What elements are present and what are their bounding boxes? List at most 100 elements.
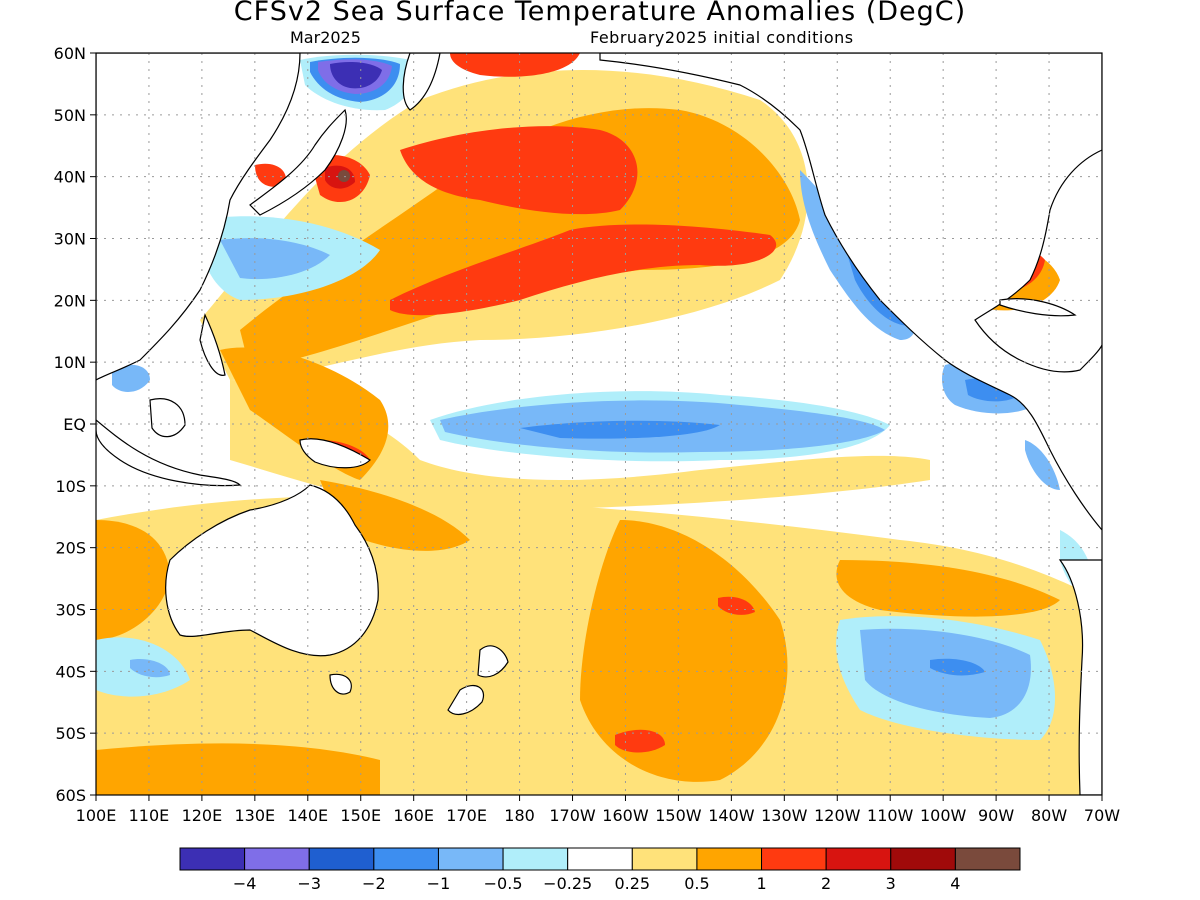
land-australia [165, 484, 379, 657]
lon-label: 100E [76, 806, 117, 825]
colorbar-swatch [890, 847, 956, 871]
longitude-axis: 100E 110E 120E 130E 140E 150E 160E 170E 180 170W 1… [76, 795, 1120, 825]
lon-label: 130E [235, 806, 276, 825]
lon-label: 80W [1031, 806, 1067, 825]
lat-label: 60N [54, 44, 86, 63]
colorbar-swatch [825, 847, 892, 871]
lat-label: 50N [54, 106, 86, 125]
colorbar-label: −3 [297, 874, 321, 893]
blue-tasman [130, 659, 170, 678]
lat-label: 10S [55, 477, 86, 496]
latitude-axis: 60N 50N 40N 30N 20N 10N EQ 10S 20S 30S 40S 50S 60S [54, 44, 96, 805]
lon-label: 110W [867, 806, 914, 825]
colorbar-swatch [179, 847, 246, 871]
blue-peru-coast [1025, 440, 1060, 490]
red-japan-sea [255, 163, 286, 187]
colorbar-swatch [567, 847, 633, 871]
colorbar-label: −2 [362, 874, 386, 893]
colorbar-label: −0.25 [543, 874, 592, 893]
land-borneo [149, 398, 186, 438]
brown-hotspot [338, 170, 350, 182]
colorbar-swatch [244, 847, 310, 871]
forecast-month: Mar2025 [290, 28, 361, 47]
colorbar-swatch [373, 847, 439, 871]
map-title: CFSv2 Sea Surface Temperature Anomalies … [233, 0, 967, 27]
colorbar-label: −1 [427, 874, 451, 893]
lon-label: 150E [340, 806, 381, 825]
orange-south-west [96, 743, 380, 795]
land-cuba [999, 298, 1077, 317]
blue-philippines [112, 364, 150, 392]
land-philippines [199, 313, 226, 376]
land-japan [249, 108, 347, 216]
coastlines [96, 53, 1102, 795]
colorbar-label: 3 [886, 874, 896, 893]
warm-zone-tropics [230, 380, 930, 510]
colorbar-legend: −4 −3 −2 −1 −0.5 −0.25 0.25 0.5 1 2 3 4 [179, 847, 1021, 893]
lat-label: 10N [54, 353, 86, 372]
land-north-america [599, 53, 1102, 531]
orange-north-pacific [240, 108, 800, 370]
colorbar-swatch [954, 847, 1021, 871]
lon-label: 150W [655, 806, 702, 825]
lat-label: 20N [54, 291, 86, 310]
lon-label: 130W [761, 806, 808, 825]
lon-label: 170W [549, 806, 596, 825]
lat-label: 50S [55, 724, 86, 743]
lon-label: 170E [446, 806, 487, 825]
blue-equatorial-core [520, 420, 720, 439]
lat-label: 20S [55, 539, 86, 558]
lon-label: 160W [602, 806, 649, 825]
colorbar-swatch [696, 847, 763, 871]
deep-purple-okhotsk [330, 62, 382, 89]
land-tasmania [329, 673, 352, 695]
land-asia-mainland [96, 53, 301, 381]
lon-label: 110E [129, 806, 170, 825]
lon-label: 180 [504, 806, 535, 825]
lon-label: 140E [287, 806, 328, 825]
colorbar-label: 4 [950, 874, 960, 893]
orange-southeast [836, 560, 1060, 617]
lat-label: 40N [54, 168, 86, 187]
lon-label: 100W [920, 806, 967, 825]
colorbar-swatch [308, 847, 375, 871]
red-south-central-1 [615, 729, 665, 753]
red-north-edge [450, 53, 580, 77]
lon-label: 90W [978, 806, 1014, 825]
lat-label: 30S [55, 601, 86, 620]
orange-south-central [580, 520, 788, 782]
land-new-guinea [299, 438, 371, 469]
colorbar-label: 2 [821, 874, 831, 893]
lon-label: 120W [814, 806, 861, 825]
lat-label: 40S [55, 662, 86, 681]
orange-australia-west [96, 520, 170, 640]
lon-label: 120E [182, 806, 223, 825]
lat-label: 60S [55, 786, 86, 805]
land-sumatra-java [96, 419, 242, 487]
lon-label: 70W [1084, 806, 1120, 825]
colorbar-label: −0.5 [484, 874, 523, 893]
land-south-america [1058, 559, 1102, 795]
initial-conditions-label: February2025 initial conditions [590, 28, 854, 47]
colorbar-swatch [761, 847, 827, 871]
land-kamchatka [402, 53, 441, 111]
colorbar-label: 0.5 [684, 874, 709, 893]
land-new-zealand-north [477, 645, 509, 678]
lon-label: 160E [393, 806, 434, 825]
colorbar-label: 0.25 [614, 874, 650, 893]
colorbar-swatch [502, 847, 569, 871]
red-south-central-2 [718, 596, 755, 615]
colorbar-swatch [437, 847, 504, 871]
blue-southeast-core [930, 658, 985, 676]
land-new-zealand-south [447, 685, 484, 716]
colorbar-swatch [631, 847, 698, 871]
red-kuroshio-extension [400, 126, 638, 215]
colorbar-label: 1 [756, 874, 766, 893]
colorbar-label: −4 [233, 874, 257, 893]
lat-label: EQ [63, 415, 86, 434]
lon-label: 140W [708, 806, 755, 825]
blue-west-pacific [220, 238, 330, 280]
red-north-pacific-band [390, 224, 777, 316]
lat-label: 30N [54, 230, 86, 249]
